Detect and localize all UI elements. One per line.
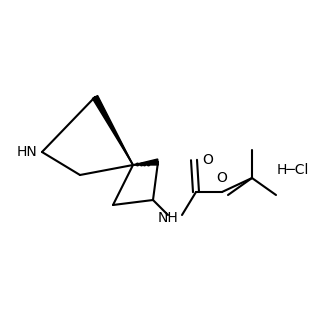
- Polygon shape: [133, 159, 158, 165]
- Text: NH: NH: [158, 211, 179, 225]
- Polygon shape: [92, 96, 133, 165]
- Text: H─Cl: H─Cl: [277, 163, 309, 177]
- Text: O: O: [202, 153, 213, 167]
- Text: O: O: [216, 171, 227, 185]
- Text: HN: HN: [16, 145, 37, 159]
